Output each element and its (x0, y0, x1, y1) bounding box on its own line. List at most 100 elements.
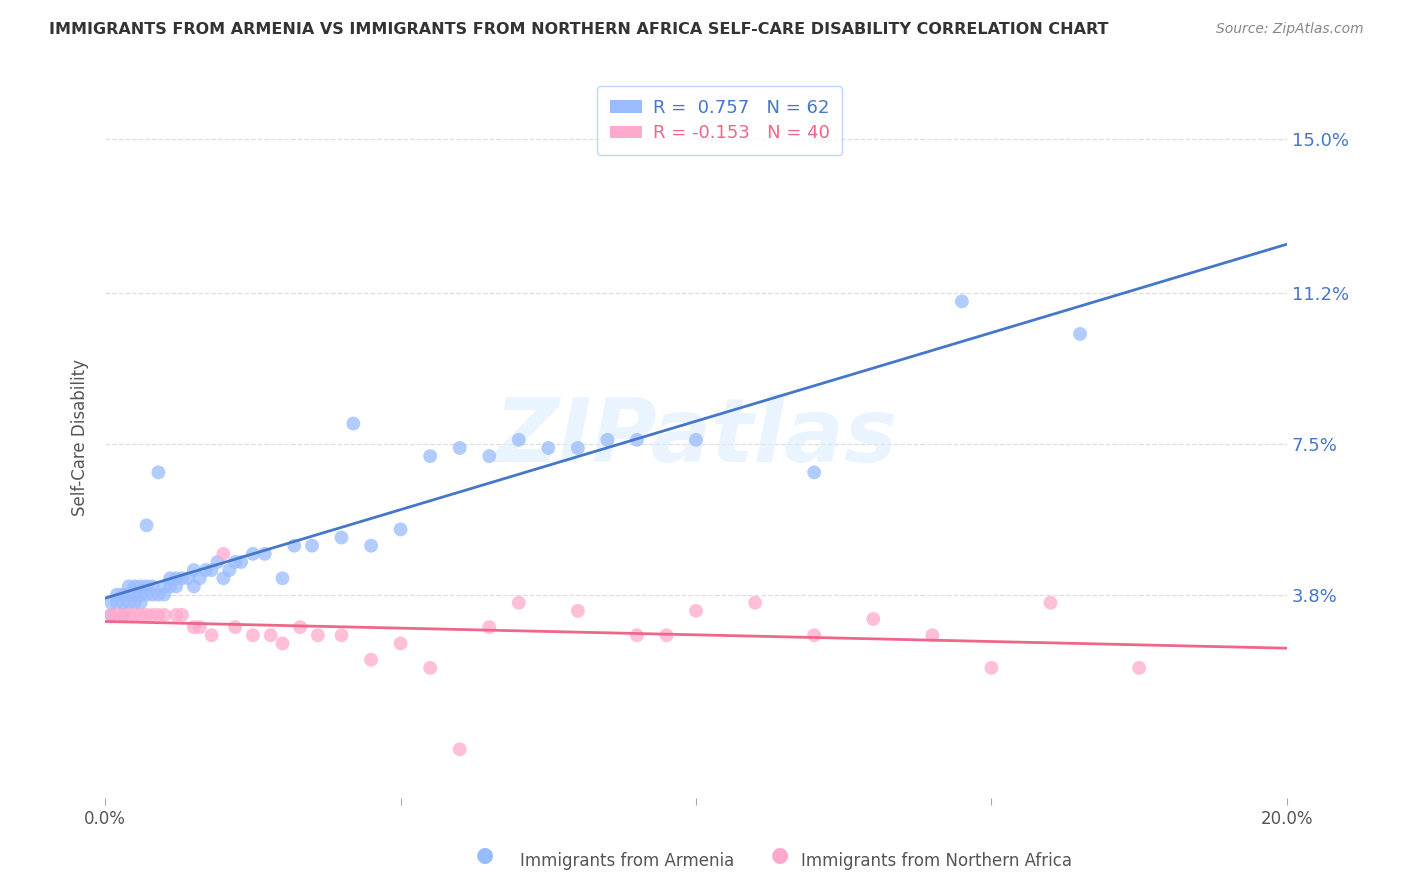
Point (170, 607, 193, 622)
Point (242, 547, 264, 561)
Point (360, 653, 382, 667)
Point (100, 607, 122, 622)
Point (153, 607, 176, 622)
Point (141, 588, 163, 602)
Point (685, 604, 707, 618)
Point (803, 466, 825, 480)
Point (129, 588, 152, 602)
Point (124, 579, 146, 593)
Point (342, 417, 364, 431)
Point (330, 531, 353, 545)
Point (301, 539, 323, 553)
Point (153, 579, 176, 593)
Point (307, 628, 329, 642)
Point (508, 596, 530, 610)
Point (950, 294, 973, 309)
Point (212, 547, 235, 561)
Point (242, 628, 264, 642)
Point (224, 555, 246, 569)
Point (165, 607, 187, 622)
Point (288, 620, 311, 634)
Point (183, 620, 205, 634)
Point (271, 571, 294, 585)
Point (626, 433, 648, 447)
Point (135, 607, 157, 622)
Text: Immigrants from Northern Africa: Immigrants from Northern Africa (801, 852, 1073, 870)
Point (153, 588, 176, 602)
Point (129, 596, 152, 610)
Point (135, 588, 157, 602)
Point (111, 596, 134, 610)
Point (111, 588, 134, 602)
Text: IMMIGRANTS FROM ARMENIA VS IMMIGRANTS FROM NORTHERN AFRICA SELF-CARE DISABILITY : IMMIGRANTS FROM ARMENIA VS IMMIGRANTS FR… (49, 22, 1109, 37)
Point (165, 579, 187, 593)
Point (124, 588, 146, 602)
Point (655, 628, 678, 642)
Point (537, 441, 560, 455)
Point (129, 579, 152, 593)
Point (177, 571, 200, 585)
Point (124, 607, 146, 622)
Point (105, 588, 128, 602)
Text: Source: ZipAtlas.com: Source: ZipAtlas.com (1216, 22, 1364, 37)
Point (159, 571, 181, 585)
Point (1039, 596, 1062, 610)
Point (224, 620, 246, 634)
Point (124, 596, 146, 610)
Point (111, 607, 134, 622)
Point (744, 596, 766, 610)
Point (330, 628, 353, 642)
Point (207, 555, 229, 569)
Point (148, 588, 170, 602)
Point (218, 563, 240, 577)
Point (229, 555, 252, 569)
Point (478, 449, 501, 463)
Point (685, 433, 707, 447)
Point (419, 449, 441, 463)
Point (100, 607, 122, 622)
Point (118, 596, 141, 610)
Point (111, 607, 134, 622)
Point (921, 628, 943, 642)
Point (118, 607, 141, 622)
Point (135, 518, 157, 533)
Text: ●: ● (477, 846, 494, 865)
Point (253, 547, 276, 561)
Legend: R =  0.757   N = 62, R = -0.153   N = 40: R = 0.757 N = 62, R = -0.153 N = 40 (598, 87, 842, 155)
Point (212, 571, 235, 585)
Point (105, 607, 128, 622)
Point (105, 596, 128, 610)
Point (141, 607, 163, 622)
Point (148, 607, 170, 622)
Text: Immigrants from Armenia: Immigrants from Armenia (520, 852, 734, 870)
Point (626, 628, 648, 642)
Point (100, 596, 122, 610)
Point (360, 539, 382, 553)
Point (1128, 661, 1150, 675)
Point (283, 539, 305, 553)
Point (980, 661, 1002, 675)
Point (148, 466, 170, 480)
Point (118, 588, 141, 602)
Point (508, 433, 530, 447)
Point (389, 636, 412, 650)
Point (389, 522, 412, 536)
Point (159, 579, 181, 593)
Point (170, 571, 193, 585)
Point (141, 579, 163, 593)
Point (194, 563, 217, 577)
Point (419, 661, 441, 675)
Point (567, 604, 589, 618)
Point (188, 571, 211, 585)
Point (135, 579, 157, 593)
Point (129, 607, 152, 622)
Point (271, 636, 294, 650)
Point (200, 563, 222, 577)
Point (478, 620, 501, 634)
Point (200, 628, 222, 642)
Point (449, 742, 471, 756)
Point (183, 579, 205, 593)
Point (188, 620, 211, 634)
Point (118, 579, 141, 593)
Y-axis label: Self-Care Disability: Self-Care Disability (72, 359, 89, 516)
